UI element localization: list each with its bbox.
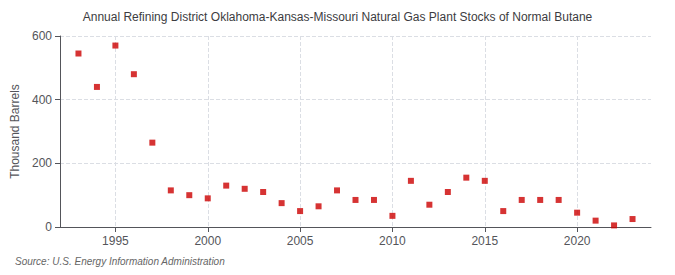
svg-text:2005: 2005 (287, 234, 314, 248)
svg-text:0: 0 (45, 220, 52, 234)
svg-text:600: 600 (32, 29, 52, 43)
svg-text:2010: 2010 (379, 234, 406, 248)
svg-text:200: 200 (32, 156, 52, 170)
svg-text:Thousand Barrels: Thousand Barrels (8, 84, 22, 179)
svg-text:400: 400 (32, 93, 52, 107)
svg-text:1995: 1995 (102, 234, 129, 248)
svg-text:Source: U.S. Energy Informatio: Source: U.S. Energy Information Administ… (15, 256, 225, 267)
svg-text:2015: 2015 (471, 234, 498, 248)
svg-text:2020: 2020 (564, 234, 591, 248)
svg-text:2000: 2000 (194, 234, 221, 248)
svg-text:Annual Refining District Oklah: Annual Refining District Oklahoma-Kansas… (83, 10, 593, 24)
